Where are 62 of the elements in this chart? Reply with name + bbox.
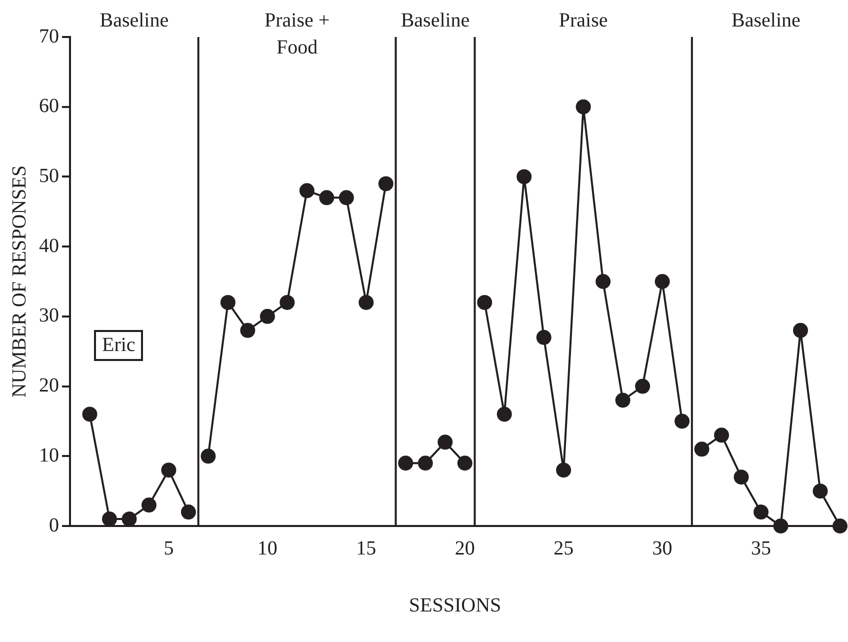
point (714, 428, 730, 443)
text: Baseline (100, 9, 169, 32)
point (299, 183, 314, 198)
point (615, 392, 630, 408)
point (358, 294, 374, 310)
point (812, 484, 828, 499)
point (694, 442, 710, 457)
point (122, 512, 137, 527)
x-tick-label: 10 (257, 537, 278, 560)
y-axis-title: NUMBER OF RESPONSES (8, 165, 30, 398)
point (220, 294, 236, 310)
x-tick-label: 35 (751, 537, 772, 560)
point (338, 190, 354, 206)
x-axis-title: SESSIONS (408, 594, 502, 616)
y-tick-label: 50 (39, 164, 59, 187)
point (438, 434, 453, 450)
annotation: Praise + Food (264, 9, 330, 58)
point (674, 414, 690, 429)
point (200, 448, 216, 464)
point (516, 169, 532, 184)
point (418, 456, 433, 471)
point (635, 378, 650, 394)
y-tick-label: 70 (39, 25, 59, 48)
x-tick-label: 20 (454, 537, 475, 560)
y-tick-label: 10 (39, 444, 59, 466)
point (161, 462, 176, 478)
point (536, 330, 552, 345)
y-tick-label: 30 (39, 304, 59, 327)
x-tick-label: 5 (164, 537, 174, 560)
point (477, 294, 492, 310)
point (319, 190, 334, 206)
text: Praise (558, 9, 608, 32)
point (596, 274, 611, 289)
point (82, 406, 98, 422)
point (141, 498, 156, 513)
y-tick-label: 0 (49, 514, 59, 536)
point (378, 176, 394, 192)
point (793, 322, 808, 338)
y-tick-label: 40 (39, 234, 59, 257)
point (576, 99, 591, 114)
point (260, 308, 275, 324)
y-tick-label: 20 (39, 374, 59, 397)
x-tick-label: 25 (554, 537, 574, 560)
point (832, 518, 848, 534)
point (102, 512, 117, 527)
x-tick-label: 30 (652, 537, 672, 560)
x-tick-label: 15 (356, 537, 376, 560)
text: Baseline (732, 9, 801, 32)
point (754, 504, 769, 520)
point (734, 470, 749, 485)
point (280, 294, 295, 310)
point (654, 274, 670, 289)
point (240, 322, 256, 338)
text: Baseline (400, 9, 470, 32)
point (180, 504, 196, 520)
point (457, 456, 472, 471)
point (773, 518, 788, 534)
point (398, 456, 414, 471)
y-tick-label: 60 (39, 95, 59, 118)
point (496, 406, 512, 422)
annotation: Eric (94, 330, 144, 362)
point (556, 462, 572, 478)
